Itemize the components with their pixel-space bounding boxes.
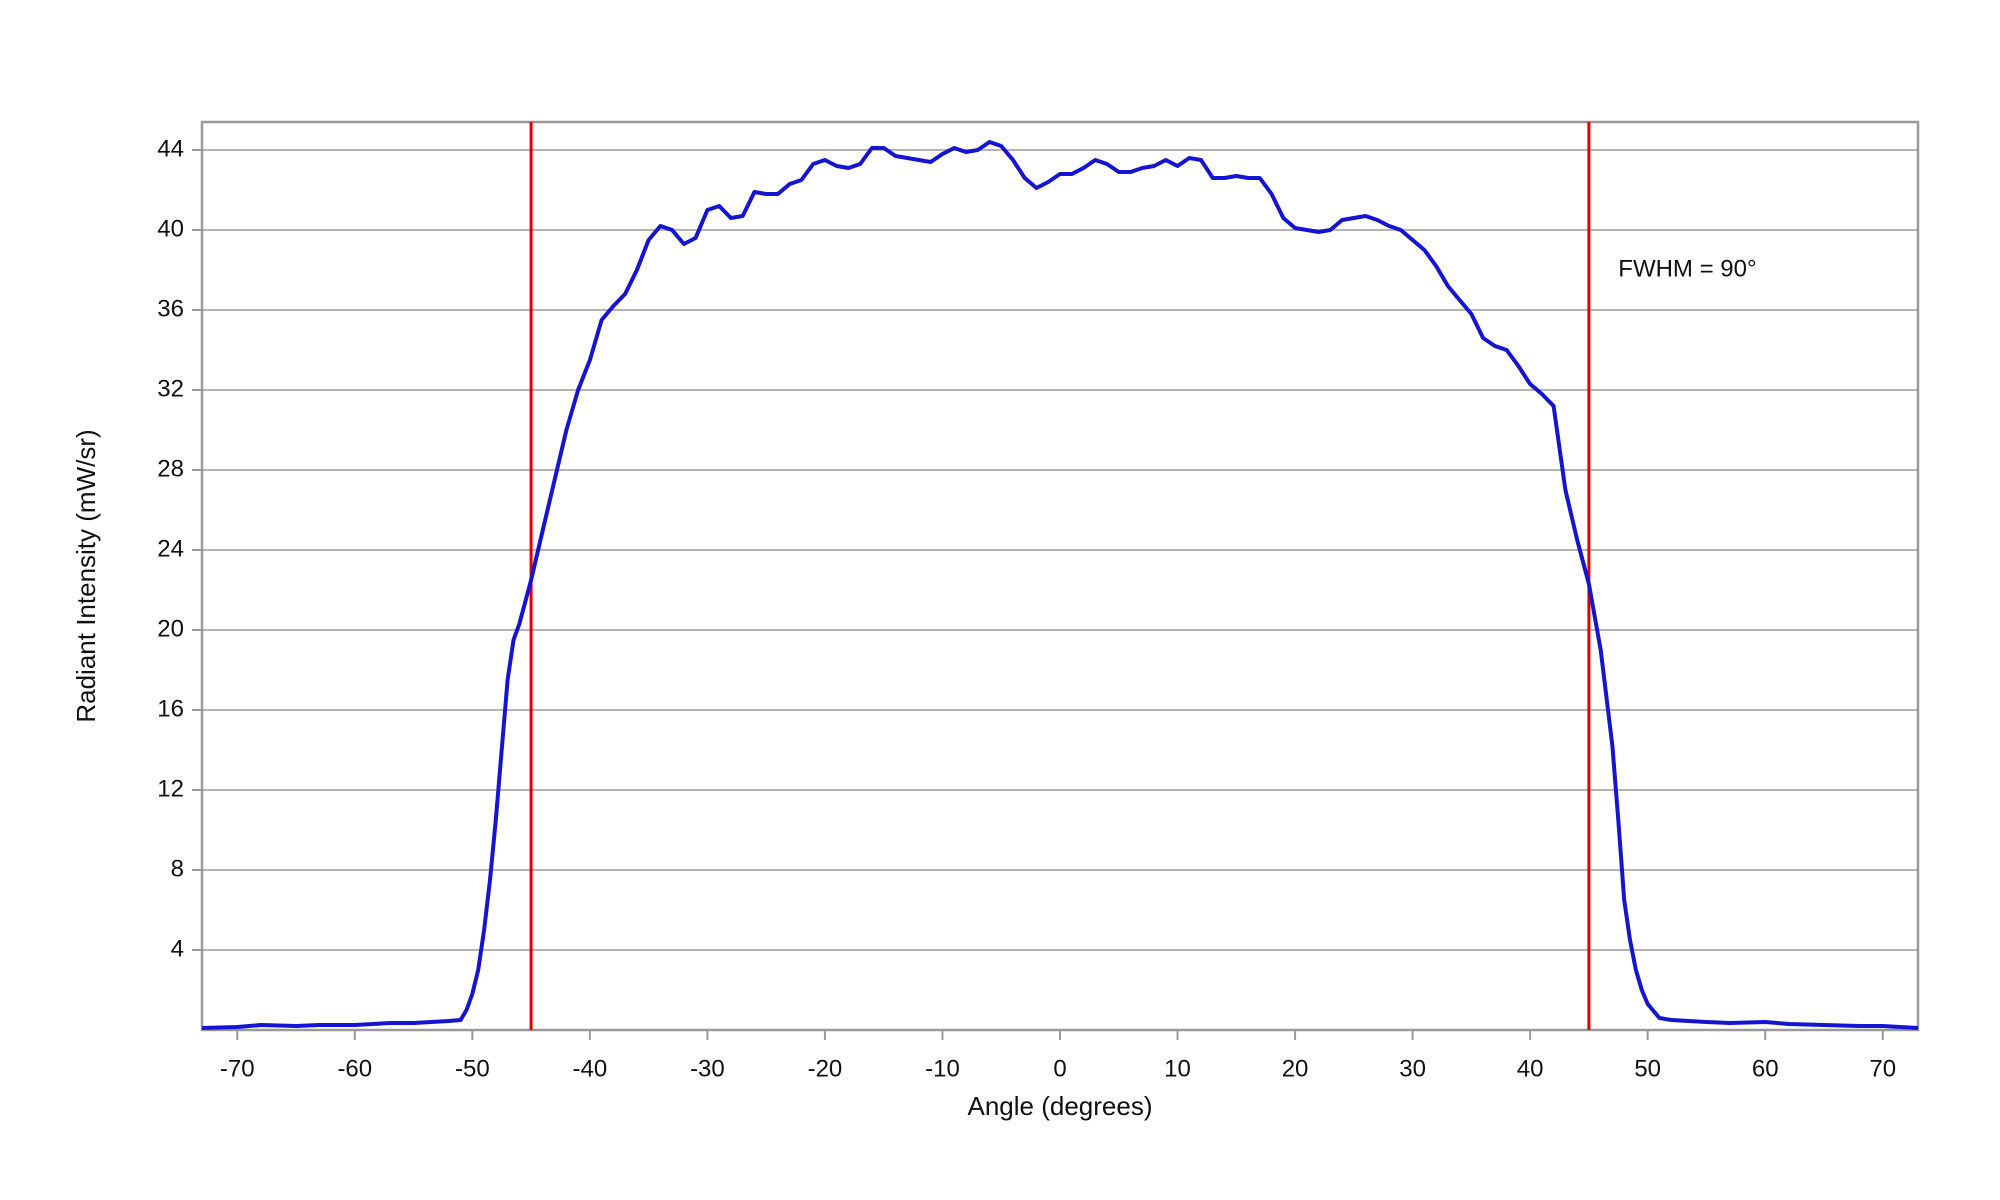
data-line <box>201 140 1919 1030</box>
y-tick-label: 8 <box>171 855 184 882</box>
x-tick-label: -30 <box>690 1055 725 1082</box>
y-tick-label: 40 <box>157 215 184 242</box>
x-tick-label: -20 <box>808 1055 843 1082</box>
x-tick-label: 30 <box>1399 1055 1426 1082</box>
y-tick-label: 4 <box>171 935 184 962</box>
plot-frame <box>200 120 1920 1032</box>
y-tick-label: 44 <box>157 135 184 162</box>
y-tick-label: 36 <box>157 295 184 322</box>
y-tick-label: 32 <box>157 375 184 402</box>
x-tick-label: 60 <box>1752 1055 1779 1082</box>
x-tick-label: -50 <box>455 1055 490 1082</box>
y-tick-label: 28 <box>157 455 184 482</box>
y-tick-label: 20 <box>157 615 184 642</box>
annotation: FWHM = 90° <box>1618 255 1756 282</box>
x-tick-label: 10 <box>1164 1055 1191 1082</box>
y-tick-label: 16 <box>157 695 184 722</box>
y-tick-label: 12 <box>157 775 184 802</box>
x-tick-label: -60 <box>337 1055 372 1082</box>
x-tick-label: 50 <box>1634 1055 1661 1082</box>
x-tick-label: -70 <box>220 1055 255 1082</box>
x-tick-label: -40 <box>573 1055 608 1082</box>
x-tick-label: 0 <box>1053 1055 1066 1082</box>
y-axis-label: Radiant Intensity (mW/sr) <box>71 429 101 722</box>
x-axis-label: Angle (degrees) <box>968 1091 1153 1121</box>
x-tick-label: -10 <box>925 1055 960 1082</box>
x-tick-label: 70 <box>1869 1055 1896 1082</box>
y-tick-label: 24 <box>157 535 184 562</box>
x-tick-label: 20 <box>1282 1055 1309 1082</box>
x-tick-label: 40 <box>1517 1055 1544 1082</box>
